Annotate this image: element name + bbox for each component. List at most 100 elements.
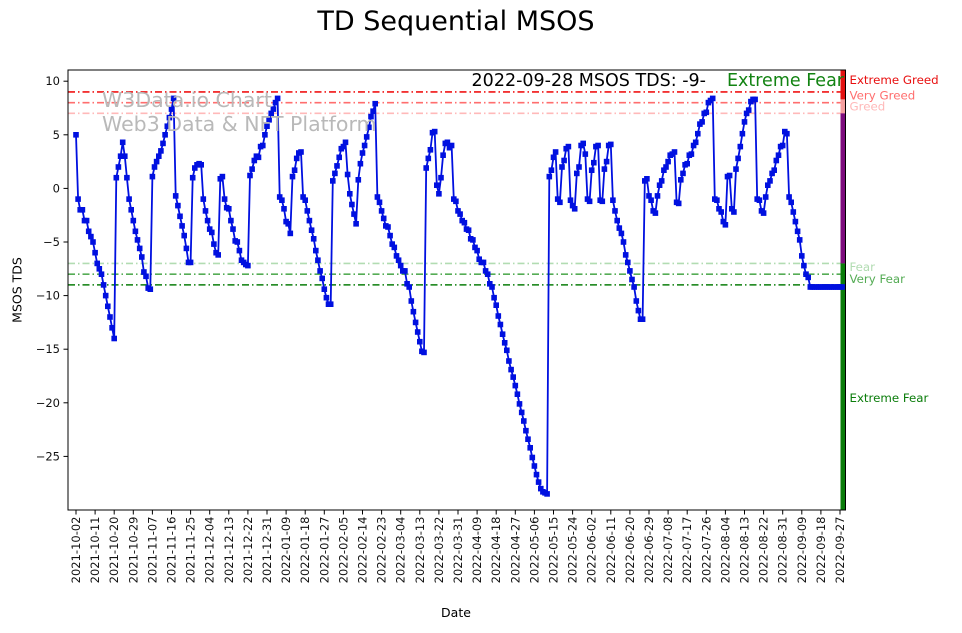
data-point-marker: [565, 143, 572, 150]
data-point-marker: [94, 260, 100, 267]
data-point-marker: [444, 139, 451, 146]
data-point-marker: [476, 256, 482, 262]
data-point-marker: [497, 321, 504, 328]
data-point-marker: [183, 245, 190, 252]
data-point-marker: [775, 152, 782, 158]
data-point-marker: [796, 237, 803, 243]
data-point-marker: [268, 110, 274, 117]
x-tick-label: 2022-07-17: [680, 517, 694, 584]
x-tick-label: 2022-02-05: [336, 517, 350, 584]
data-point-marker: [298, 149, 304, 155]
data-point-marker: [484, 271, 491, 277]
data-point-marker: [726, 172, 733, 179]
data-point-marker: [156, 153, 162, 159]
data-point-marker: [620, 239, 627, 245]
zone-bar-segment-2: [840, 113, 846, 264]
data-point-marker: [525, 436, 531, 442]
data-point-marker: [189, 174, 196, 181]
data-point-marker: [344, 171, 351, 178]
data-point-marker: [629, 276, 635, 283]
data-point-marker: [187, 259, 194, 266]
data-point-marker: [608, 141, 614, 148]
data-point-marker: [567, 197, 574, 203]
data-point-marker: [192, 165, 198, 171]
x-tick-label: 2022-05-24: [566, 517, 580, 584]
data-point-marker: [245, 262, 251, 269]
x-tick-label: 2021-12-04: [203, 517, 217, 584]
data-point-marker: [141, 269, 147, 275]
x-tick-label: 2022-07-26: [699, 517, 713, 584]
data-point-marker: [487, 281, 493, 287]
data-point-marker: [134, 237, 141, 243]
data-point-marker: [122, 153, 128, 159]
data-point-marker: [249, 166, 255, 172]
data-point-marker: [115, 164, 122, 170]
data-point-marker: [166, 114, 173, 121]
data-point-marker: [414, 329, 421, 335]
data-point-marker: [716, 206, 722, 212]
data-point-marker: [119, 139, 126, 146]
data-point-marker: [406, 284, 412, 290]
data-point-marker: [760, 210, 767, 216]
data-point-marker: [236, 247, 243, 254]
data-point-marker: [342, 139, 349, 146]
data-point-marker: [92, 249, 98, 256]
data-point-marker: [431, 128, 438, 135]
annotation-text: 2022-09-28 MSOS TDS: -9-: [471, 71, 706, 91]
data-point-marker: [480, 259, 487, 266]
data-point-marker: [771, 167, 777, 173]
data-point-marker: [276, 194, 283, 200]
x-axis-label: Date: [441, 605, 471, 620]
data-point-marker: [75, 196, 81, 202]
data-point-marker: [304, 208, 311, 214]
data-point-marker: [765, 182, 771, 188]
y-tick-label: −10: [36, 289, 60, 303]
x-tick-label: 2021-11-07: [145, 517, 159, 584]
x-tick-label: 2022-03-04: [394, 517, 408, 584]
data-point-marker: [334, 163, 340, 169]
x-tick-label: 2021-12-22: [241, 517, 255, 584]
data-point-marker: [722, 222, 729, 228]
data-point-marker: [181, 232, 187, 239]
data-point-marker: [599, 198, 606, 205]
data-point-marker: [251, 157, 258, 164]
data-point-marker: [576, 164, 582, 170]
data-point-marker: [548, 167, 555, 173]
data-point-marker: [340, 143, 347, 150]
data-point-marker: [743, 110, 750, 117]
data-point-marker: [211, 241, 217, 247]
data-point-marker: [506, 358, 512, 364]
data-point-marker: [234, 239, 241, 245]
y-tick-label: 0: [53, 181, 60, 195]
y-tick-label: −25: [36, 449, 60, 463]
data-point-marker: [695, 130, 701, 137]
data-point-marker: [633, 298, 640, 304]
data-point-marker: [773, 157, 780, 164]
data-point-marker: [204, 217, 211, 224]
data-point-marker: [588, 167, 595, 173]
data-point-marker: [128, 207, 134, 213]
data-point-marker: [102, 292, 109, 299]
data-point-marker: [126, 196, 132, 202]
data-point-marker: [293, 155, 300, 162]
data-point-marker: [417, 338, 423, 345]
data-point-marker: [603, 158, 610, 165]
x-tick-label: 2022-02-14: [356, 517, 370, 584]
data-point-marker: [100, 282, 107, 288]
data-point-marker: [495, 313, 502, 319]
data-point-marker: [535, 479, 542, 485]
y-axis-label: MSOS TDS: [9, 257, 25, 323]
data-point-marker: [731, 209, 737, 215]
data-point-marker: [124, 174, 130, 181]
data-point-marker: [404, 281, 410, 287]
data-point-marker: [648, 197, 654, 203]
data-point-marker: [332, 170, 338, 177]
data-point-marker: [357, 160, 364, 167]
data-point-marker: [586, 198, 593, 205]
y-tick-label: −5: [43, 235, 60, 249]
data-point-marker: [709, 95, 716, 102]
data-point-marker: [762, 194, 769, 200]
data-point-marker: [703, 109, 710, 116]
data-point-marker: [226, 206, 232, 212]
data-point-marker: [718, 209, 724, 215]
